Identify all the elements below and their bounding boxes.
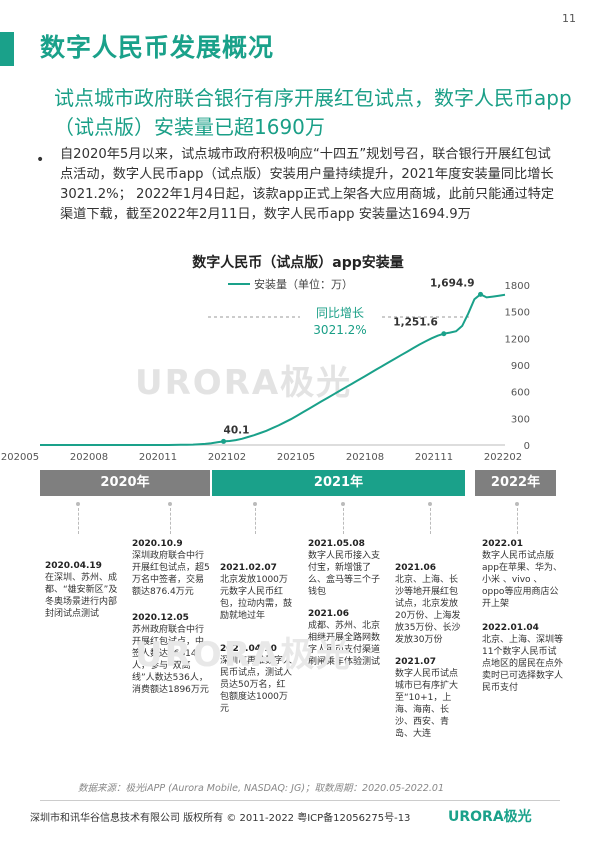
timeline-node bbox=[168, 502, 172, 506]
x-tick-label: 202105 bbox=[277, 452, 315, 463]
event-date: 2020.10.9 bbox=[132, 538, 212, 550]
growth-label: 同比增长 bbox=[316, 306, 364, 320]
event-date: 2021.05.08 bbox=[308, 538, 382, 550]
bullet-icon: • bbox=[36, 152, 44, 168]
watermark-logo-bottom: URORA极光 bbox=[135, 627, 352, 676]
timeline-connector bbox=[170, 508, 171, 534]
x-tick-label: 202111 bbox=[415, 452, 453, 463]
footer-divider bbox=[40, 800, 560, 801]
event-text: 北京、上海、长沙等地开展红包试点，北京发放20万份、上海发放35万份、长沙发放3… bbox=[395, 575, 460, 645]
annotated-point bbox=[221, 439, 226, 444]
x-tick-label: 202005 bbox=[1, 452, 39, 463]
event-date: 2021.07 bbox=[395, 656, 465, 668]
event-text: 数字人民币试点版app在苹果、华为、小米 、vivo 、oppo等应用商店公开上… bbox=[482, 551, 562, 609]
timeline-connector bbox=[343, 508, 344, 534]
event-date: 2021.06 bbox=[395, 562, 465, 574]
growth-value: 3021.2% bbox=[313, 323, 366, 337]
data-source: 数据来源：极光iAPP (Aurora Mobile, NASDAQ: JG)；… bbox=[78, 780, 444, 794]
timeline-connector bbox=[78, 508, 79, 534]
timeline-event: 2022.01.04 北京、上海、深圳等11个数字人民币试点地区的居民在点外卖时已… bbox=[482, 622, 564, 694]
chart-title: 数字人民币（试点版）app安装量 bbox=[0, 252, 596, 272]
data-label: 40.1 bbox=[224, 424, 250, 436]
event-text: 北京、上海、深圳等11个数字人民币试点地区的居民在点外卖时已可选择数字人民币支付 bbox=[482, 635, 563, 693]
event-date: 2020.04.19 bbox=[45, 560, 125, 572]
timeline-node bbox=[428, 502, 432, 506]
data-label: 1,251.6 bbox=[393, 317, 438, 329]
y-tick-label: 600 bbox=[511, 388, 530, 399]
period-label: 2021年 bbox=[212, 470, 465, 496]
timeline-node bbox=[253, 502, 257, 506]
timeline-event: 2020.10.9 深圳政府联合中行开展红包试点，超5万名中签者，交易额达876.… bbox=[132, 538, 212, 598]
timeline-event: 2021.06 北京、上海、长沙等地开展红包试点，北京发放20万份、上海发放35万… bbox=[395, 562, 465, 646]
annotated-point bbox=[441, 331, 446, 336]
y-tick-label: 1500 bbox=[505, 308, 530, 319]
event-text: 深圳政府联合中行开展红包试点，超5万名中签者，交易额达876.4万元 bbox=[132, 551, 210, 597]
timeline-event: 2021.07 数字人民币试点城市已有序扩大至“10+1，上海、海南、长沙、西安、… bbox=[395, 656, 465, 740]
timeline-connector bbox=[517, 508, 518, 534]
title-accent-bar bbox=[0, 32, 14, 66]
y-tick-label: 1200 bbox=[505, 334, 530, 345]
footer-logo: URORA极光 bbox=[448, 806, 532, 826]
footer-logo-text: URORA极光 bbox=[448, 809, 532, 825]
install-line-chart: 安装量（单位：万） 同比增长 3021.2% 40.1 1,251.6 1,694.… bbox=[0, 270, 596, 470]
page-number: 11 bbox=[562, 12, 576, 25]
x-tick-label: 202011 bbox=[139, 452, 177, 463]
y-tick-label: 1800 bbox=[505, 281, 530, 292]
x-tick-label: 202108 bbox=[346, 452, 384, 463]
data-label: 1,694.9 bbox=[430, 277, 475, 289]
timeline-connector bbox=[430, 508, 431, 534]
event-date: 2021.02.07 bbox=[220, 562, 294, 574]
event-text: 数字人民币试点城市已有序扩大至“10+1，上海、海南、长沙、西安、青岛、大连 bbox=[395, 669, 458, 739]
timeline-event: 2021.05.08 数字人民币接入支付宝，新增饿了么、盒马等三个子钱包 bbox=[308, 538, 382, 598]
event-date: 2021.06 bbox=[308, 608, 382, 620]
annotated-point bbox=[478, 292, 483, 297]
page-subtitle: 试点城市政府联合银行有序开展红包试点，数字人民币app （试点版）安装量已超16… bbox=[54, 84, 574, 142]
event-date: 2022.01 bbox=[482, 538, 564, 550]
event-text: 在深圳、苏州、成都、“雄安新区”及冬奥场景进行内部封闭试点测试 bbox=[45, 573, 117, 619]
timeline-node bbox=[341, 502, 345, 506]
timeline-event: 2020.04.19 在深圳、苏州、成都、“雄安新区”及冬奥场景进行内部封闭试点测… bbox=[45, 560, 125, 620]
timeline-event: 2022.01 数字人民币试点版app在苹果、华为、小米 、vivo 、oppo等… bbox=[482, 538, 564, 610]
x-tick-label: 202102 bbox=[208, 452, 246, 463]
event-text: 数字人民币接入支付宝，新增饿了么、盒马等三个子钱包 bbox=[308, 551, 380, 597]
x-tick-label: 202008 bbox=[70, 452, 108, 463]
y-tick-label: 900 bbox=[511, 361, 530, 372]
event-date: 2022.01.04 bbox=[482, 622, 564, 634]
timeline-connector bbox=[255, 508, 256, 534]
y-tick-label: 300 bbox=[511, 414, 530, 425]
x-tick-label: 202202 bbox=[484, 452, 522, 463]
period-label: 2020年 bbox=[40, 470, 210, 496]
summary-paragraph: 自2020年5月以来，试点城市政府积极响应“十四五”规划号召，联合银行开展红包试… bbox=[60, 145, 560, 225]
timeline-node bbox=[76, 502, 80, 506]
chart-legend: 安装量（单位：万） bbox=[228, 277, 353, 291]
event-text: 北京发放1000万元数字人民币红包，拉动内需，鼓励就地过年 bbox=[220, 575, 292, 621]
y-tick-label: 0 bbox=[524, 441, 530, 452]
timeline-node bbox=[515, 502, 519, 506]
page-title: 数字人民币发展概况 bbox=[40, 28, 274, 64]
legend-label: 安装量（单位：万） bbox=[254, 277, 353, 291]
watermark-text-bottom: URORA极光 bbox=[135, 635, 352, 675]
footer-copyright: 深圳市和讯华谷信息技术有限公司 版权所有 © 2011-2022 粤ICP备12… bbox=[30, 809, 410, 824]
event-date: 2020.12.05 bbox=[132, 612, 212, 624]
timeline-event: 2021.02.07 北京发放1000万元数字人民币红包，拉动内需，鼓励就地过年 bbox=[220, 562, 294, 622]
period-label: 2022年 bbox=[475, 470, 556, 496]
